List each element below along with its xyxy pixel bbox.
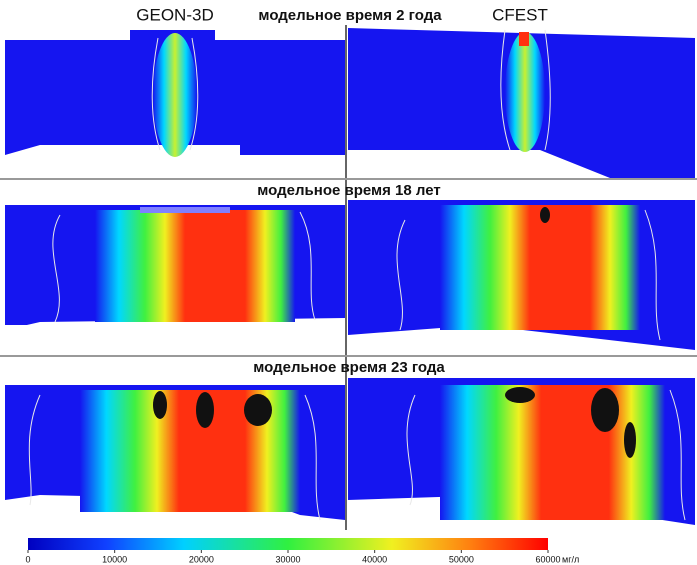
colorbar-tick-label: 50000 [449, 554, 474, 564]
panels [0, 25, 697, 530]
colorbar-tick-label: 10000 [102, 554, 127, 564]
row-title: модельное время 23 года [253, 359, 445, 376]
colorbar-tick-label: 0 [25, 554, 30, 564]
row-title: модельное время 18 лет [257, 182, 440, 199]
colorbar-tick-label: 20000 [189, 554, 214, 564]
colorbar-tick-label: 60000 [535, 554, 560, 564]
model-label: GEON-3D [136, 5, 213, 24]
row-title: модельное время 2 года [258, 7, 442, 24]
colorbar-tick-label: 40000 [362, 554, 387, 564]
colorbar-tick-label: 30000 [275, 554, 300, 564]
colorbar [28, 538, 548, 550]
colorbar-unit: мг/л [562, 554, 579, 564]
model-label: CFEST [492, 5, 548, 24]
